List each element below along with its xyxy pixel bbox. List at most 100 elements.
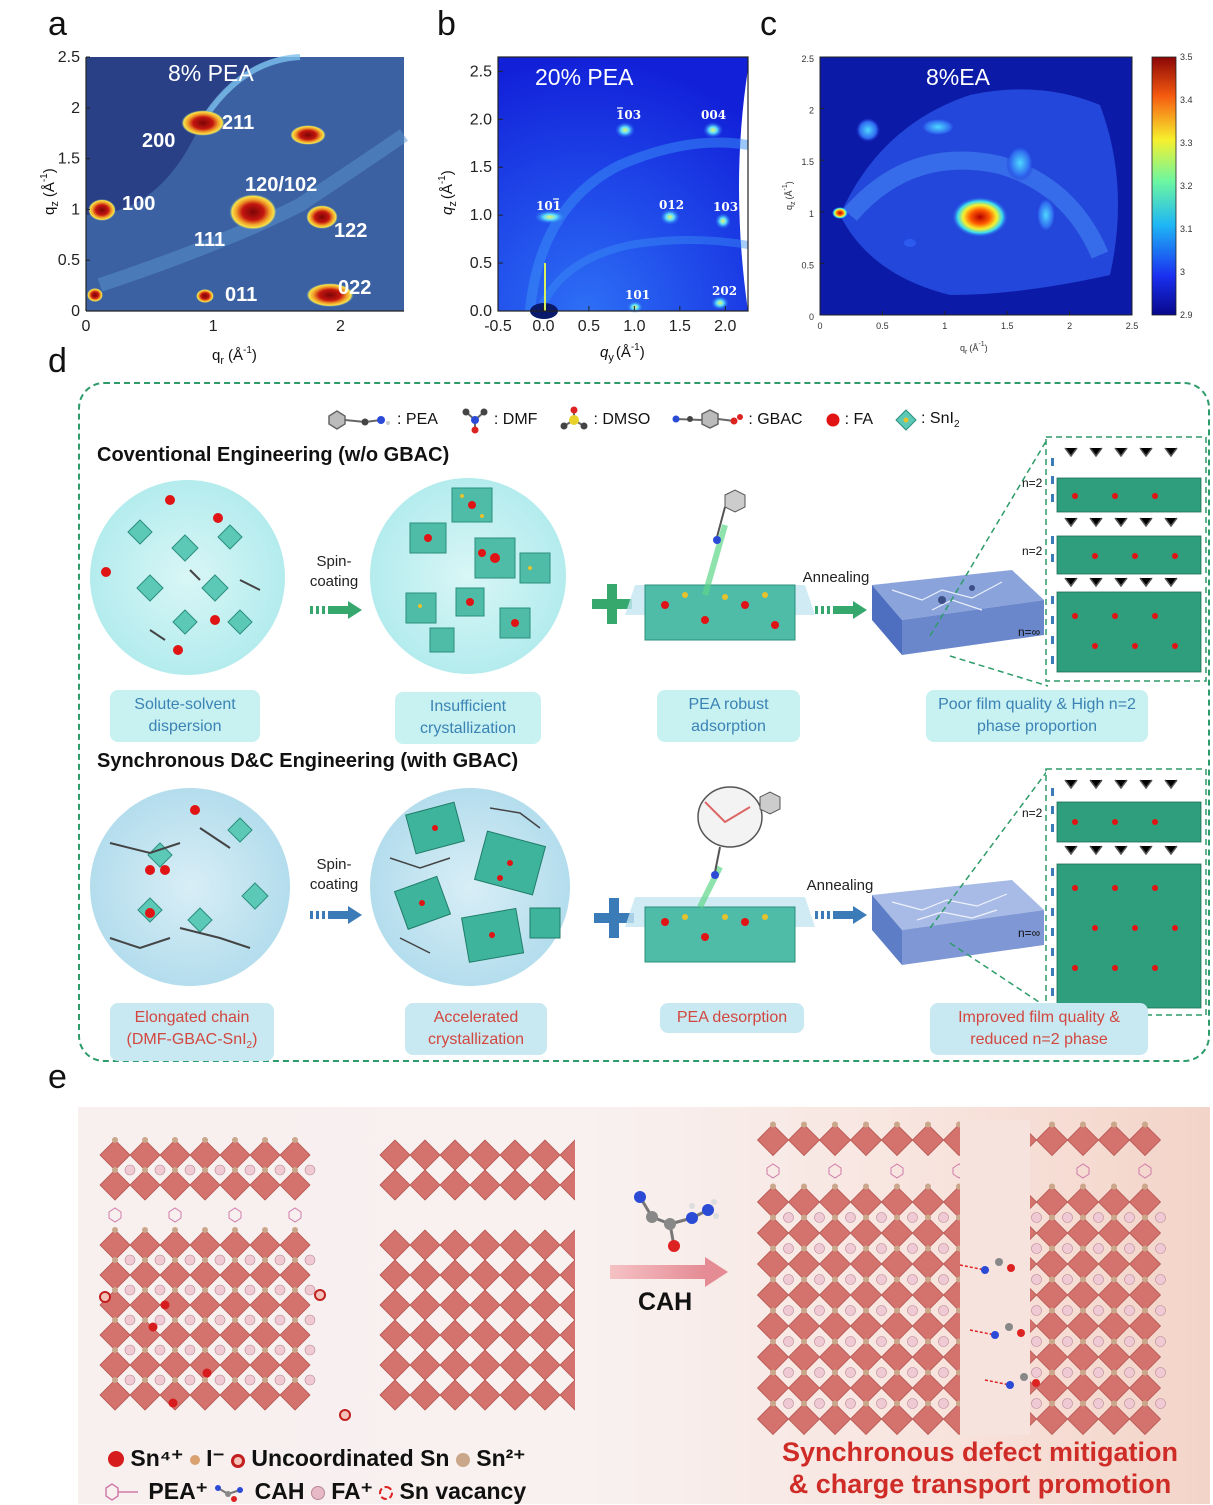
sn-vacancy-icon [379, 1486, 394, 1500]
left-lattice-octahedron-3 [129, 1139, 161, 1171]
row1-zoom-lines [930, 437, 1049, 687]
right-lattice-fa-59 [1031, 1212, 1042, 1223]
right-lattice-octahedron-111 [756, 1247, 790, 1281]
a-xtick-0: 0 [82, 318, 91, 335]
b-ytick-5: 2.5 [470, 63, 492, 80]
left-lattice-iodide-64 [142, 1257, 148, 1263]
right-lattice-octahedron-69 [1128, 1185, 1162, 1219]
left-lattice-octahedron-156 [279, 1379, 311, 1411]
right-lattice-octahedron-261 [1097, 1340, 1131, 1374]
left-lattice-octahedron-6 [159, 1139, 191, 1171]
right-lattice-fa-197 [845, 1336, 856, 1347]
left-lattice-octahedron-45 [159, 1229, 191, 1261]
right-lattice-octahedron-102 [1066, 1216, 1100, 1250]
right-lattice-fa-164 [907, 1305, 918, 1316]
right-lattice-fa-281 [907, 1398, 918, 1409]
left-lattice-octahedron-39 [99, 1229, 131, 1261]
left-lattice2-oct-3-1 [469, 1169, 501, 1201]
right-lattice-fa-86 [907, 1243, 918, 1254]
left-lattice-octahedron-66 [159, 1259, 191, 1291]
c-xtick-3: 1.5 [1001, 321, 1014, 331]
left-lattice-iodide-103 [112, 1317, 118, 1323]
left-lattice-fa-71 [214, 1284, 226, 1296]
left-lattice2-oct-0-3 [379, 1229, 411, 1261]
label-b-202: 202 [712, 284, 737, 298]
left-lattice2-oct-0-6 [379, 1319, 411, 1351]
right-lattice-octahedron-177 [1035, 1278, 1069, 1312]
left-lattice2-oct-1-5 [409, 1289, 441, 1321]
left-lattice-fa-122 [304, 1344, 316, 1356]
legend-pea: : PEA [325, 408, 438, 432]
left-lattice2-oct-4-3 [499, 1229, 531, 1261]
right-lattice-octahedron-198 [849, 1309, 883, 1343]
right-lattice-fa-116 [814, 1274, 825, 1285]
right-lattice-iodide-11 [925, 1121, 931, 1128]
right-lattice-fa-167 [938, 1305, 949, 1316]
right-lattice-fa-200 [876, 1336, 887, 1347]
right-lattice-iodide-329 [1111, 1400, 1117, 1407]
left-lattice-octahedron-15 [249, 1139, 281, 1171]
right-lattice-octahedron-22 [1097, 1123, 1131, 1157]
c-ytick-1: 0.5 [801, 260, 814, 270]
left-lattice2-oct-6-7 [559, 1349, 575, 1381]
row1-title: Coventional Engineering (w/o GBAC) [97, 444, 450, 466]
left-lattice2-oct-2-0 [439, 1139, 471, 1171]
left-lattice-iodide-88 [172, 1287, 178, 1293]
right-lattice-iodide-148 [1142, 1245, 1148, 1252]
panel-b-xlabel: qy (Å-1) [600, 342, 645, 364]
right-lattice-octahedron-183 [1097, 1278, 1131, 1312]
panel-a-ylabel: qz(Å-1) [40, 168, 61, 215]
left-lattice-fa-137 [244, 1374, 256, 1386]
row1-pea-adsorption [625, 489, 815, 641]
right-lattice-octahedron-312 [849, 1402, 883, 1435]
left-lattice-fa-65 [154, 1284, 166, 1296]
right-lattice-iodide-3 [801, 1121, 807, 1128]
label-b-012: 012 [659, 198, 684, 212]
left-lattice-fa-74 [244, 1284, 256, 1296]
left-lattice2-oct-5-3 [529, 1229, 561, 1261]
left-lattice2-oct-0-0 [379, 1139, 411, 1171]
left-lattice2-oct-6-5 [559, 1289, 575, 1321]
right-lattice-iodide-220 [1080, 1307, 1086, 1314]
right-lattice-octahedron-144 [1097, 1247, 1131, 1281]
left-lattice-octahedron-152 [219, 1379, 251, 1411]
left-lattice-iodide-4 [142, 1137, 148, 1143]
right-lattice-iodide-325 [1049, 1400, 1055, 1407]
right-lattice-octahedron-316 [911, 1402, 945, 1435]
right-lattice-fa-110 [1155, 1243, 1166, 1254]
right-lattice-octahedron-314 [880, 1402, 914, 1435]
right-lattice-iodide-196 [832, 1307, 838, 1314]
right-lattice-octahedron-138 [1035, 1247, 1069, 1281]
left-lattice2-oct-0-1 [379, 1169, 411, 1201]
left-lattice2-oct-1-6 [409, 1319, 441, 1351]
right-lattice-fa-299 [1093, 1398, 1104, 1409]
left-lattice-iodide-61 [112, 1257, 118, 1263]
right-lattice-fa-83 [876, 1243, 887, 1254]
right-lattice-iodide-301 [1111, 1369, 1117, 1376]
right-lattice-octahedron-243 [911, 1340, 945, 1374]
row2-caption-2: Accelerated crystallization [405, 1003, 547, 1055]
c-xtick-4: 2 [1067, 321, 1072, 331]
right-lattice-octahedron-195 [818, 1309, 852, 1343]
left-lattice-fa-62 [124, 1284, 136, 1296]
row2-title: Synchronous D&C Engineering (with GBAC) [97, 750, 519, 772]
right-lattice-octahedron-225 [1128, 1309, 1162, 1343]
right-lattice-fa-104 [1093, 1243, 1104, 1254]
right-lattice-fa-161 [876, 1305, 887, 1316]
right-lattice-octahedron-306 [756, 1402, 790, 1435]
left-lattice-octahedron-126 [129, 1349, 161, 1381]
right-lattice-octahedron-310 [818, 1402, 852, 1435]
right-lattice-octahedron-156 [818, 1278, 852, 1312]
right-lattice-fa-65 [1093, 1212, 1104, 1223]
right-lattice-octahedron-153 [787, 1278, 821, 1312]
panel-e-label: e [48, 1058, 67, 1096]
right-lattice-octahedron-282 [911, 1371, 945, 1405]
right-lattice-iodide-187 [1142, 1276, 1148, 1283]
row2-caption-1: Elongated chain (DMF-GBAC-SnI2) [110, 1003, 274, 1062]
cah-bond-0 [959, 1264, 986, 1271]
left-lattice-fa-131 [184, 1374, 196, 1386]
row2-solution-contents [109, 805, 269, 950]
right-lattice-iodide-262 [1111, 1338, 1117, 1345]
left-lattice-octahedron-93 [219, 1289, 251, 1321]
label-100: 100 [122, 193, 155, 215]
